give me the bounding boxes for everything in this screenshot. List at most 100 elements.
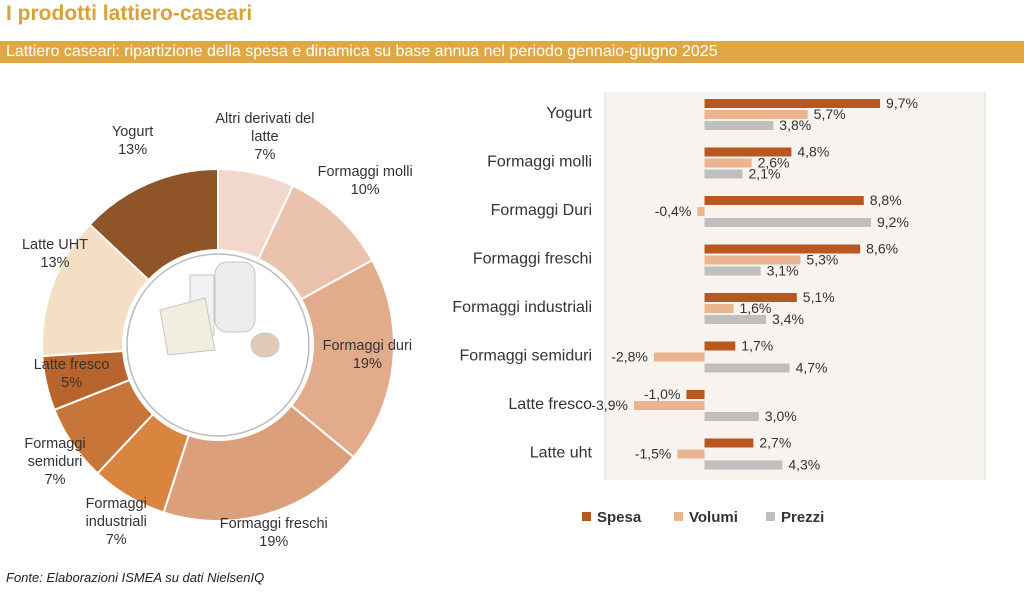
slice-percent: 7% [105,532,127,549]
donut-label: Yogurt 13% [78,123,188,159]
bar [697,207,705,216]
value-label: 2,6% [758,155,790,171]
icon-egg [250,332,280,358]
value-label: -3,9% [591,397,628,413]
slice-percent: 5% [61,374,83,391]
slice-name: Formaggi molli [317,164,413,181]
donut-slice [289,258,395,459]
plot-background [605,92,985,480]
bar [704,460,783,470]
page-title: I prodotti lattiero-caseari [6,2,253,25]
slice-percent: 10% [350,182,380,199]
value-label: 9,2% [877,214,909,230]
value-label: 1,6% [739,300,771,316]
donut-slice [162,404,356,522]
bar [704,412,759,421]
bar [704,110,808,119]
category-label: Formaggi semiduri [460,348,592,365]
bar [704,169,743,179]
value-label: 4,8% [797,144,829,160]
category-label: Formaggi industriali [452,299,592,316]
value-label: 4,3% [788,457,820,473]
value-label: -2,8% [611,349,648,365]
bar [704,293,797,302]
slice-percent: 13% [118,141,148,158]
subtitle-bar: Lattiero caseari: ripartizione della spe… [0,41,1024,63]
legend-swatch [582,512,591,521]
bar [686,390,705,399]
value-label: 9,7% [886,95,918,111]
legend-label: Volumi [689,509,738,526]
category-label: Yogurt [546,105,592,122]
bar [704,99,881,108]
slice-name: Yogurt [111,123,154,140]
value-label: 4,7% [796,360,828,376]
bar [704,255,801,265]
value-label: 5,1% [803,289,835,305]
bar [704,315,767,324]
value-label: 8,6% [866,241,898,257]
donut-label: Formaggi industriali 7% [61,495,171,549]
bar [704,121,774,130]
category-label: Latte fresco [508,396,592,413]
dairy-icon [159,261,280,358]
bar [633,401,705,410]
value-label: 3,8% [779,117,811,133]
legend-label: Spesa [597,509,642,526]
value-label: -1,5% [635,446,672,462]
donut-label: Formaggi semiduri 7% [0,435,110,489]
bar [704,147,792,157]
value-label: -0,4% [655,203,692,219]
category-label: Latte uht [530,445,593,462]
bar [704,304,734,313]
value-label: 2,1% [749,166,781,182]
slice-name: Latte UHT [21,236,89,253]
bar [704,438,754,448]
donut-hole [126,253,310,437]
bar [704,196,864,205]
value-label: 2,7% [759,435,791,451]
source-note: Fonte: Elaborazioni ISMEA su dati Nielse… [6,570,265,585]
bar [704,218,871,227]
slice-percent: 13% [40,254,70,271]
bar [704,363,790,373]
slice-percent: 7% [254,147,276,164]
bar [704,266,761,276]
slice-name: Formaggi semiduri [24,436,86,471]
legend-swatch [674,512,683,521]
donut-label: Latte fresco 5% [17,356,127,392]
slice-percent: 7% [44,472,66,489]
slice-percent: 19% [352,356,382,373]
value-label: 3,0% [765,408,797,424]
slice-name: Formaggi freschi [219,516,328,533]
icon-jug [214,261,256,333]
value-label: 1,7% [741,338,773,354]
bar [653,352,705,362]
donut-label: Formaggi duri 19% [312,337,422,373]
value-label: 5,7% [814,106,846,122]
category-label: Formaggi Duri [491,202,592,219]
donut-label: Formaggi freschi 19% [219,515,329,551]
donut-slice [88,167,219,282]
slice-percent: 19% [259,534,289,551]
slice-name: Formaggi industriali [85,496,147,531]
donut-label: Formaggi molli 10% [310,163,420,199]
value-label: 3,4% [772,311,804,327]
value-label: -1,0% [644,386,681,402]
bar [704,341,736,351]
slice-name: Altri derivati del latte [215,111,315,146]
legend-label: Prezzi [781,509,824,526]
donut-label: Altri derivati del latte 7% [210,110,320,164]
value-label: 8,8% [870,192,902,208]
donut-label: Latte UHT 13% [0,236,110,272]
value-label: 3,1% [767,263,799,279]
icon-cheese [159,297,216,356]
bar [704,158,752,168]
legend-swatch [766,512,775,521]
slice-name: Latte fresco [33,356,110,373]
slice-name: Formaggi duri [322,338,413,355]
bar [704,244,861,254]
category-label: Formaggi molli [487,154,592,171]
